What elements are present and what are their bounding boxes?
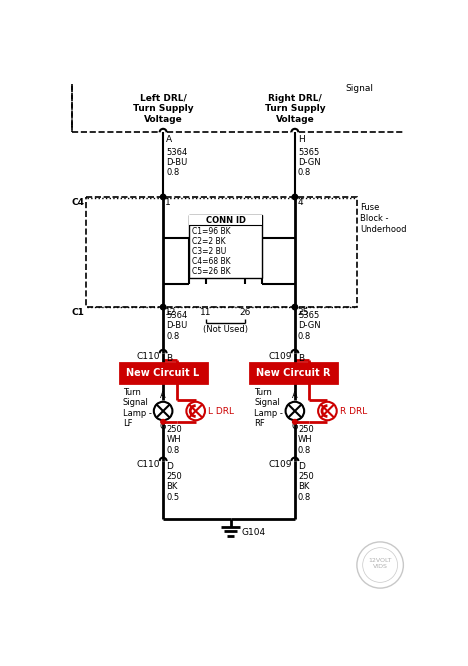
Text: 4: 4 [297, 198, 303, 206]
Text: A: A [160, 391, 166, 400]
Text: D: D [298, 462, 305, 471]
FancyBboxPatch shape [250, 362, 336, 382]
Text: 5364
D-BU
0.8: 5364 D-BU 0.8 [166, 148, 188, 177]
Text: 1: 1 [166, 198, 171, 206]
Text: 11: 11 [200, 308, 212, 317]
Text: VIDS: VIDS [373, 564, 388, 569]
Text: H: H [298, 135, 305, 145]
Text: 12: 12 [166, 308, 177, 317]
Text: G104: G104 [241, 528, 265, 537]
Circle shape [161, 420, 166, 424]
Text: 12VOLT: 12VOLT [368, 558, 392, 563]
Text: 5364
D-BU
0.8: 5364 D-BU 0.8 [166, 311, 188, 341]
Circle shape [292, 194, 298, 200]
Text: Signal: Signal [345, 84, 373, 93]
Text: C109: C109 [268, 352, 292, 361]
Text: 5365
D-GN
0.8: 5365 D-GN 0.8 [298, 148, 321, 177]
Text: New Circuit L: New Circuit L [126, 368, 200, 378]
Text: C3=2 BU: C3=2 BU [192, 247, 226, 256]
Text: C2=2 BK: C2=2 BK [192, 237, 226, 246]
Text: A: A [292, 391, 298, 400]
Text: C110: C110 [137, 460, 160, 468]
Text: C4=68 BK: C4=68 BK [192, 257, 230, 266]
Text: B: B [298, 354, 304, 363]
Text: 250
BK
0.5: 250 BK 0.5 [166, 472, 182, 501]
Text: 25: 25 [297, 308, 308, 317]
Text: Right DRL/
Turn Supply
Voltage: Right DRL/ Turn Supply Voltage [264, 94, 325, 124]
Text: 250
BK
0.8: 250 BK 0.8 [298, 472, 314, 501]
Circle shape [161, 304, 166, 310]
Circle shape [292, 420, 297, 424]
Text: A: A [166, 135, 172, 145]
Circle shape [161, 194, 166, 200]
Text: (Not Used): (Not Used) [203, 325, 248, 334]
Text: C1: C1 [71, 308, 84, 317]
Text: C110: C110 [137, 352, 160, 361]
Text: New Circuit R: New Circuit R [256, 368, 330, 378]
Text: 250
WH
0.8: 250 WH 0.8 [166, 425, 182, 455]
Text: CONN ID: CONN ID [205, 216, 246, 225]
Text: D: D [166, 462, 173, 471]
Circle shape [292, 304, 298, 310]
Text: 5365
D-GN
0.8: 5365 D-GN 0.8 [298, 311, 321, 341]
Text: Turn
Signal
Lamp -
LF: Turn Signal Lamp - LF [123, 388, 152, 428]
FancyBboxPatch shape [120, 362, 206, 382]
Text: C109: C109 [268, 460, 292, 468]
Text: 26: 26 [240, 308, 251, 317]
Text: G: G [160, 422, 167, 431]
Text: 250
WH
0.8: 250 WH 0.8 [298, 425, 314, 455]
FancyBboxPatch shape [189, 214, 263, 278]
Bar [189, 214, 263, 226]
Text: C4: C4 [71, 198, 84, 206]
Text: R DRL: R DRL [340, 406, 367, 416]
Text: G: G [292, 422, 298, 431]
Text: B: B [166, 354, 172, 363]
Bar [86, 197, 357, 307]
Text: C1=96 BK: C1=96 BK [192, 227, 230, 236]
Text: C5=26 BK: C5=26 BK [192, 267, 230, 276]
Text: Turn
Signal
Lamp -
RF: Turn Signal Lamp - RF [255, 388, 283, 428]
Text: Fuse
Block -
Underhood: Fuse Block - Underhood [360, 203, 407, 234]
Text: Left DRL/
Turn Supply
Voltage: Left DRL/ Turn Supply Voltage [133, 94, 193, 124]
Text: L DRL: L DRL [208, 406, 234, 416]
